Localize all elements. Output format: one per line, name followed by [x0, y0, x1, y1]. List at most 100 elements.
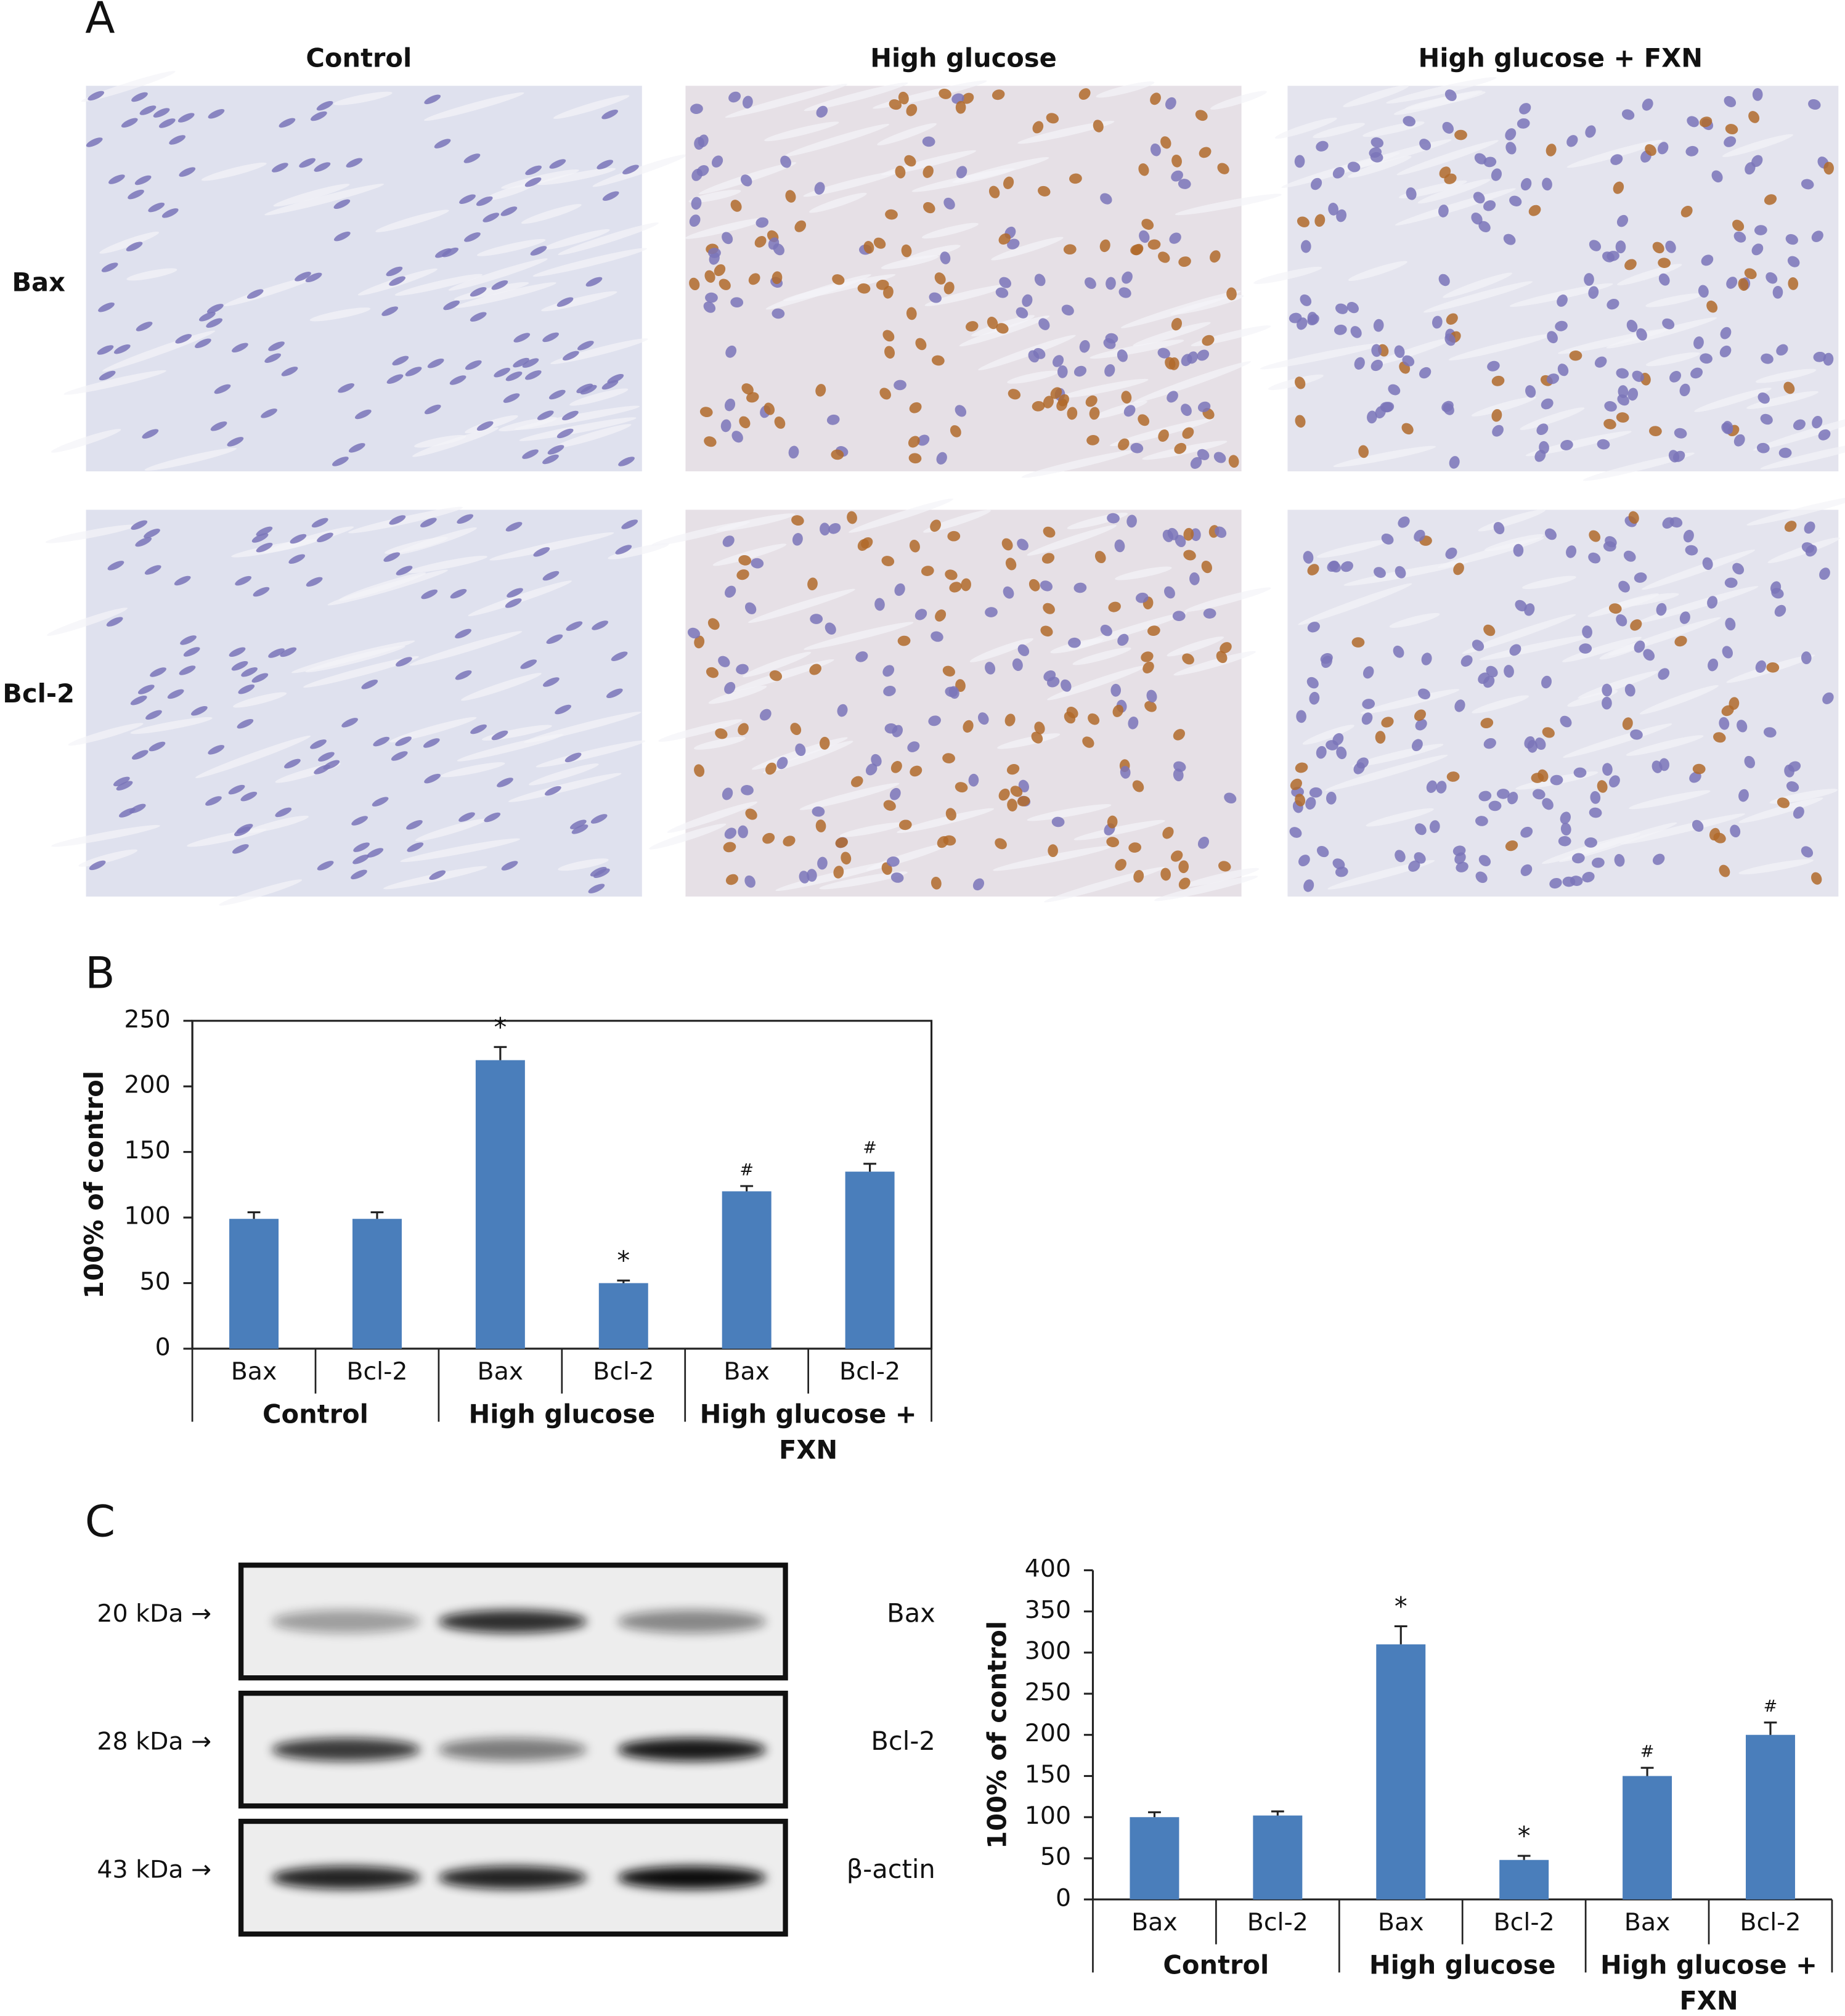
nucleus — [1733, 231, 1746, 243]
tissue-streak — [1175, 193, 1282, 216]
nucleus — [1560, 439, 1573, 450]
nucleus — [1289, 827, 1302, 838]
nucleus — [1388, 384, 1401, 396]
nucleus — [1550, 774, 1563, 786]
nucleus — [1478, 791, 1492, 802]
nucleus — [1801, 542, 1815, 553]
tissue-streak — [389, 717, 477, 742]
nucleus — [1761, 353, 1774, 364]
nucleus — [1001, 538, 1013, 551]
nucleus — [1505, 840, 1518, 852]
nucleus — [910, 765, 922, 777]
nucleus — [939, 88, 951, 99]
nucleus — [694, 635, 705, 649]
tissue-streak — [1645, 293, 1702, 307]
nucleus — [748, 273, 760, 285]
nucleus — [1456, 861, 1468, 872]
tissue-streak — [1333, 445, 1436, 468]
nucleus — [1452, 845, 1466, 856]
nucleus — [501, 861, 518, 871]
nucleus — [1335, 866, 1348, 877]
nucleus — [271, 163, 288, 173]
tissue-streak — [508, 773, 622, 802]
nucleus — [1415, 823, 1427, 835]
nucleus — [420, 518, 437, 527]
panel-label: A — [85, 0, 115, 43]
nucleus — [1579, 643, 1592, 654]
tissue-streak — [1563, 723, 1672, 758]
nucleus — [1164, 586, 1175, 599]
bar — [1130, 1817, 1179, 1900]
nucleus — [1632, 370, 1644, 382]
nucleus — [1478, 855, 1491, 866]
tissue-streak — [1578, 671, 1658, 699]
tissue-streak — [1325, 754, 1448, 791]
nucleus — [1017, 795, 1030, 807]
tissue-streak — [273, 184, 350, 207]
nucleus — [128, 189, 144, 200]
nucleus — [353, 842, 370, 852]
blot-band — [438, 1866, 587, 1890]
nucleus — [751, 558, 764, 569]
nucleus — [1369, 147, 1382, 158]
nucleus — [1804, 521, 1815, 534]
nucleus — [736, 569, 749, 580]
nucleus — [1618, 385, 1629, 398]
nucleus — [1307, 564, 1319, 575]
nucleus — [1444, 333, 1456, 346]
tissue-streak — [783, 274, 896, 301]
nucleus — [1171, 318, 1183, 331]
nucleus — [1621, 109, 1635, 120]
tissue-streak — [1471, 396, 1536, 417]
nucleus — [1652, 853, 1665, 865]
nucleus — [908, 453, 922, 464]
nucleus — [885, 209, 898, 220]
y-tick-label: 350 — [1025, 1596, 1071, 1624]
nucleus — [524, 370, 542, 380]
nucleus — [819, 736, 830, 750]
nucleus — [373, 736, 390, 747]
tissue-streak — [499, 417, 558, 432]
nucleus — [764, 402, 775, 415]
nucleus — [348, 443, 365, 453]
tissue-streak — [187, 828, 267, 847]
nucleus — [871, 754, 882, 767]
micrograph — [1287, 496, 1845, 897]
nucleus — [1732, 219, 1745, 232]
nucleus — [590, 866, 607, 877]
nucleus — [1478, 672, 1490, 685]
nucleus — [1121, 391, 1132, 404]
nucleus — [931, 631, 943, 642]
nucleus — [396, 566, 413, 575]
tissue-streak — [651, 521, 750, 546]
nucleus — [1685, 145, 1699, 156]
nucleus — [1068, 637, 1081, 648]
nucleus — [1017, 539, 1028, 551]
tissue-streak — [1646, 352, 1700, 367]
nucleus — [972, 878, 985, 891]
nucleus — [1132, 780, 1144, 792]
nucleus — [901, 244, 912, 258]
error-bar — [1764, 1721, 1777, 1735]
nucleus — [198, 312, 216, 322]
nucleus — [597, 160, 614, 169]
nucleus — [106, 617, 123, 627]
y-tick-label: 100 — [1025, 1802, 1071, 1830]
nucleus — [1043, 603, 1055, 614]
panel-label: C — [85, 1495, 115, 1547]
nucleus — [1733, 434, 1745, 447]
nucleus — [1358, 445, 1369, 458]
significance-mark: * — [1518, 1821, 1531, 1851]
nucleus — [1626, 320, 1638, 333]
nucleus — [689, 277, 700, 291]
tissue-streak — [667, 801, 758, 833]
nucleus — [1373, 319, 1384, 332]
nucleus — [1478, 221, 1491, 232]
tissue-streak — [1210, 91, 1267, 110]
nucleus — [1190, 457, 1202, 469]
nucleus — [1634, 640, 1645, 653]
tissue-streak — [1348, 156, 1412, 178]
nucleus — [1107, 815, 1118, 829]
nucleus — [367, 848, 384, 858]
tissue-streak — [448, 258, 548, 291]
